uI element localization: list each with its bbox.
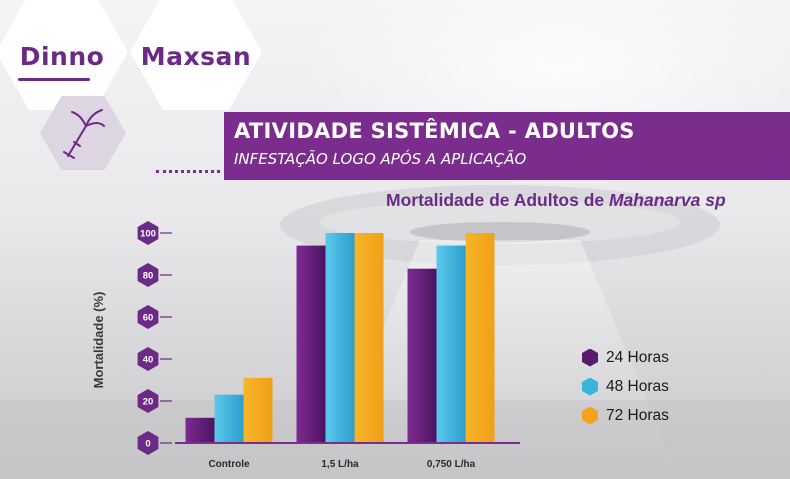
y-tick-label: 40 [143, 355, 154, 366]
chart-legend: 24 Horas 48 Horas 72 Horas [582, 343, 669, 430]
legend-swatch-48h [582, 377, 598, 396]
y-tick-badge [137, 347, 159, 371]
x-tick-label: Controle [208, 459, 250, 470]
legend-label-72h: 72 Horas [606, 406, 669, 424]
x-tick-label: 1,5 L/ha [321, 459, 359, 470]
maxsan-logo-text: Maxsan [140, 41, 252, 71]
legend-item-48h: 48 Horas [582, 372, 669, 401]
chart-title-prefix: Mortalidade de Adultos de [386, 190, 609, 210]
y-tick-label: 100 [140, 229, 156, 240]
y-tick-badge [137, 305, 159, 329]
chart-title-species: Mahanarva sp [608, 190, 726, 210]
legend-swatch-72h [582, 406, 598, 425]
bar-0-750-l-ha-series-2 [465, 233, 495, 443]
dinno-logo-underline [18, 78, 90, 81]
chart-title: Mortalidade de Adultos de Mahanarva sp [386, 190, 726, 211]
y-tick-badge [137, 263, 159, 287]
banner-title: ATIVIDADE SISTÊMICA - ADULTOS [234, 119, 635, 143]
bar-controle-series-1 [214, 394, 244, 443]
legend-item-72h: 72 Horas [582, 401, 669, 430]
bar-controle-series-2 [243, 377, 273, 443]
legend-label-24h: 24 Horas [606, 348, 669, 366]
banner-subtitle: INFESTAÇÃO LOGO APÓS A APLICAÇÃO [234, 150, 527, 168]
legend-swatch-24h [582, 348, 598, 367]
y-tick-label: 20 [143, 397, 154, 408]
legend-label-48h: 48 Horas [606, 377, 669, 395]
y-tick-label: 80 [143, 271, 154, 282]
y-tick-badge [137, 389, 159, 413]
bar-controle-series-0 [185, 417, 215, 443]
bar-1-5-l-ha-series-1 [325, 233, 355, 443]
y-tick-label: 60 [143, 313, 154, 324]
dinno-logo-text: Dinno [19, 41, 105, 71]
bar-1-5-l-ha-series-2 [354, 233, 384, 443]
dinno-logo: Dinno [0, 0, 128, 110]
bar-0-750-l-ha-series-1 [436, 245, 466, 443]
legend-item-24h: 24 Horas [582, 343, 669, 372]
y-axis-label: Mortalidade (%) [91, 292, 106, 389]
y-tick-label: 0 [145, 439, 150, 450]
x-tick-label: 0,750 L/ha [427, 459, 476, 470]
bar-1-5-l-ha-series-0 [296, 245, 326, 443]
dotted-divider [156, 170, 220, 177]
y-tick-badge [137, 431, 159, 455]
sugarcane-plant-icon-graphic [63, 109, 105, 159]
y-tick-badge [137, 221, 159, 245]
bar-0-750-l-ha-series-0 [407, 268, 437, 443]
title-banner: ATIVIDADE SISTÊMICA - ADULTOS INFESTAÇÃO… [224, 112, 790, 180]
